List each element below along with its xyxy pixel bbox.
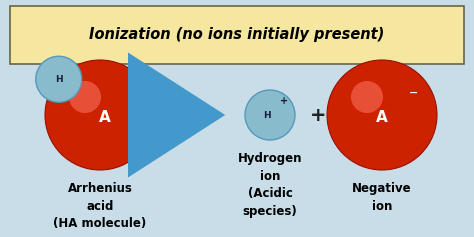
- Text: acid: acid: [86, 200, 114, 213]
- Circle shape: [327, 60, 437, 170]
- Text: Hydrogen: Hydrogen: [238, 152, 302, 165]
- Text: A: A: [376, 109, 388, 124]
- Text: H: H: [55, 75, 63, 84]
- Text: ion: ion: [260, 169, 280, 182]
- Text: (HA molecule): (HA molecule): [54, 217, 146, 230]
- Circle shape: [45, 60, 155, 170]
- Text: +: +: [310, 105, 326, 124]
- Circle shape: [36, 56, 82, 102]
- Text: Arrhenius: Arrhenius: [68, 182, 132, 195]
- Text: (Acidic: (Acidic: [247, 187, 292, 200]
- Circle shape: [245, 90, 295, 140]
- Text: H: H: [263, 110, 271, 119]
- Text: ion: ion: [372, 200, 392, 213]
- Text: species): species): [243, 205, 297, 218]
- Text: −: −: [410, 88, 419, 98]
- Circle shape: [351, 81, 383, 113]
- Circle shape: [69, 81, 101, 113]
- Text: Ionization (no ions initially present): Ionization (no ions initially present): [90, 27, 384, 41]
- Text: A: A: [99, 109, 111, 124]
- Text: Negative: Negative: [352, 182, 412, 195]
- Text: +: +: [280, 96, 288, 106]
- FancyBboxPatch shape: [10, 6, 464, 64]
